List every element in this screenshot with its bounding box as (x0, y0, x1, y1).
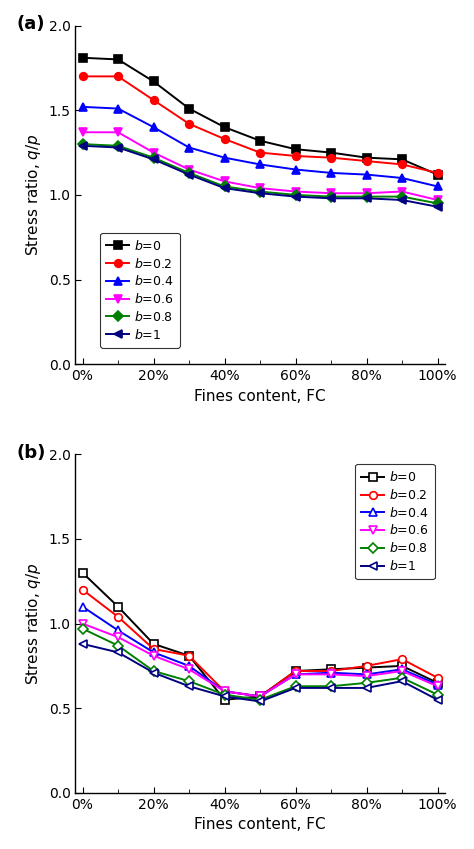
Y-axis label: Stress ratio, $q/p$: Stress ratio, $q/p$ (24, 562, 43, 685)
X-axis label: Fines content, FC: Fines content, FC (194, 389, 326, 403)
Text: (b): (b) (17, 444, 46, 462)
Legend: $b$=0, $b$=0.2, $b$=0.4, $b$=0.6, $b$=0.8, $b$=1: $b$=0, $b$=0.2, $b$=0.4, $b$=0.6, $b$=0.… (100, 233, 180, 348)
Text: (a): (a) (17, 15, 45, 33)
X-axis label: Fines content, FC: Fines content, FC (194, 818, 326, 832)
Y-axis label: Stress ratio, $q/p$: Stress ratio, $q/p$ (24, 133, 43, 256)
Legend: $b$=0, $b$=0.2, $b$=0.4, $b$=0.6, $b$=0.8, $b$=1: $b$=0, $b$=0.2, $b$=0.4, $b$=0.6, $b$=0.… (355, 464, 435, 579)
